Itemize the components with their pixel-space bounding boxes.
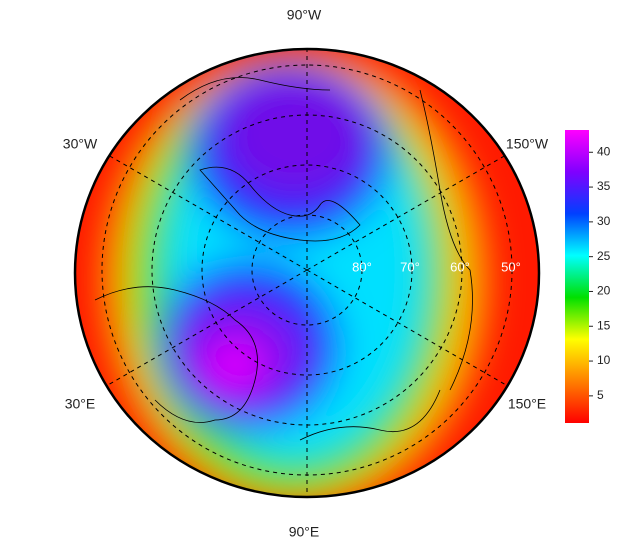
colorbar-tick-label: 10 — [597, 353, 611, 367]
lon-label: 150°E — [508, 396, 546, 412]
colorbar-tick-label: 25 — [597, 249, 611, 263]
lon-label: 150°W — [506, 136, 549, 152]
lon-label: 90°E — [289, 524, 320, 540]
map-border — [73, 47, 541, 499]
lon-label: 30°E — [65, 396, 96, 412]
lat-label: 50° — [501, 259, 521, 274]
lat-label: 60° — [450, 259, 470, 274]
colorbar-tick-label: 20 — [597, 284, 611, 298]
colorbar-tick-label: 30 — [597, 214, 611, 228]
lat-label: 70° — [400, 259, 420, 274]
lon-label: 30°W — [63, 136, 98, 152]
lat-label: 80° — [352, 259, 372, 274]
lon-label: 90°W — [287, 7, 322, 23]
field — [75, 49, 539, 497]
colorbar-tick-label: 5 — [597, 388, 604, 402]
colorbar — [565, 130, 589, 423]
colorbar-tick-label: 40 — [597, 144, 611, 158]
colorbar-tick-label: 35 — [597, 179, 611, 193]
colorbar-tick-label: 15 — [597, 318, 611, 332]
